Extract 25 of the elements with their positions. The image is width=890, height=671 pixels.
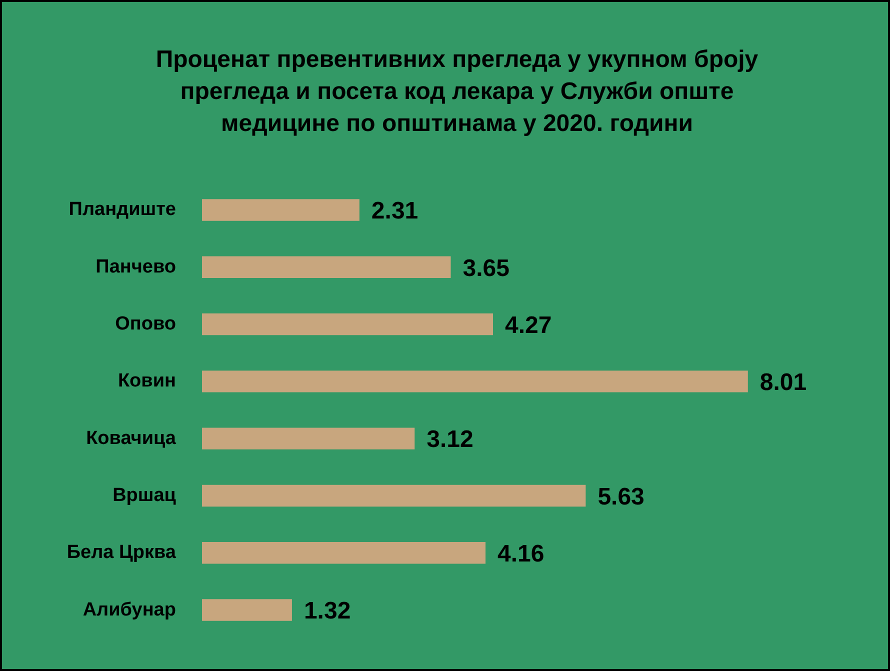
chart-title: Проценат превентивних прегледа у укупном броју прегледа и посета код лекара у Служби опште медицине по општинама у 2020. години [154, 45, 760, 139]
bar [202, 428, 415, 450]
bar [202, 542, 486, 564]
data-label: 8.01 [760, 369, 807, 396]
bar [202, 313, 494, 336]
bar [202, 256, 451, 278]
y-tick-label: Ковачица [86, 428, 176, 449]
data-label: 4.27 [505, 312, 552, 339]
y-tick-label: Алибунар [82, 599, 176, 620]
bar [202, 199, 360, 221]
data-label: 3.65 [462, 254, 510, 282]
y-tick-label: Панчево [96, 256, 176, 278]
data-label: 4.16 [498, 540, 544, 568]
bar [202, 599, 292, 621]
y-tick-label: Опово [115, 314, 176, 335]
data-label: 1.32 [304, 598, 351, 625]
data-label: 3.12 [426, 426, 474, 454]
y-tick-label: Пландиште [68, 199, 176, 220]
y-tick-label: Вршац [112, 484, 176, 506]
bar [202, 370, 748, 392]
data-label: 2.31 [371, 198, 418, 225]
bar [202, 484, 586, 507]
data-label: 5.63 [598, 483, 644, 510]
y-tick-label: Ковин [118, 370, 176, 392]
y-tick-label: Бела Црква [66, 542, 176, 564]
